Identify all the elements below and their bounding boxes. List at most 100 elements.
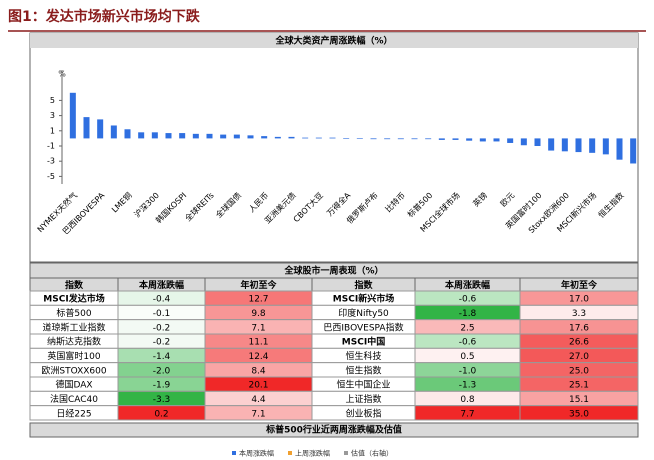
cell-text: 0.8 (460, 395, 475, 405)
bar (329, 137, 336, 139)
cell-text: 创业板指 (345, 407, 381, 419)
cell-text: 7.1 (251, 323, 265, 333)
legend-label: 估值（右轴） (351, 449, 393, 458)
cell-text: -1.4 (153, 352, 171, 362)
bar (589, 138, 596, 153)
bar (165, 133, 172, 139)
cell-text: MSCI新兴市场 (333, 293, 394, 305)
cell-text: 27.0 (569, 352, 589, 362)
header-label: 指数 (65, 279, 84, 291)
y-tick-label: 3 (50, 111, 55, 120)
legend-label: 上周涨跌幅 (295, 449, 330, 458)
x-tick-label: 万得全A (324, 190, 352, 218)
bar (630, 138, 637, 164)
x-tick-label: CBOT大豆 (291, 190, 325, 224)
x-tick-label: 比特币 (383, 190, 407, 214)
bar (343, 138, 350, 139)
bar (274, 136, 281, 139)
cell-text: 25.1 (569, 381, 589, 391)
bar (520, 138, 527, 146)
y-tick-label: 5 (50, 96, 55, 105)
chart-header (30, 33, 638, 48)
cell-text: 25.0 (569, 366, 589, 376)
cell-text: 恒生指数 (345, 364, 381, 376)
bar (138, 132, 145, 139)
legend-swatch (288, 451, 292, 455)
bar (110, 125, 117, 139)
cell-text: 0.5 (460, 352, 474, 362)
cell-text: 8.4 (251, 366, 266, 376)
cell-text: -1.8 (459, 309, 477, 319)
header-label: 指数 (354, 279, 373, 291)
bar (452, 138, 459, 140)
bar (261, 136, 268, 139)
chart-frame (29, 32, 639, 263)
bar (616, 138, 623, 160)
y-tick-label: -1 (47, 142, 55, 151)
bar (192, 133, 199, 139)
figure-title: 图1：发达市场新兴市场均下跌 (8, 8, 201, 25)
cell (519, 405, 639, 421)
bar (384, 138, 391, 140)
legend-swatch (344, 451, 348, 455)
bar (206, 133, 213, 139)
cell-text: 17.6 (569, 323, 589, 333)
cell-text: -2.0 (153, 366, 171, 376)
table-title: 全球股市一周表现（%） (283, 265, 383, 277)
bar (179, 133, 186, 139)
cell-text: -1.9 (153, 381, 171, 391)
cell-text: 3.3 (572, 309, 586, 319)
x-tick-label: 全球国债 (213, 190, 243, 220)
bar (507, 138, 514, 143)
chart-title: 全球大类资产周涨跌幅（%） (274, 35, 392, 47)
cell-text: -1.3 (459, 381, 477, 391)
x-tick-label: 全球REITs (183, 190, 216, 223)
cell-text: 4.4 (251, 395, 266, 405)
cell-text: 上证指数 (345, 393, 381, 405)
footer-title: 标普500行业近两周涨跌幅及估值 (265, 424, 402, 436)
cell-text: -0.2 (153, 338, 171, 348)
bar (302, 137, 309, 139)
bar (548, 138, 555, 151)
cell-text: 11.1 (248, 338, 268, 348)
bar (466, 138, 473, 141)
bar (220, 134, 227, 139)
cell-text: -0.6 (459, 295, 477, 305)
cell-text: 17.0 (569, 295, 589, 305)
cell-text: -0.6 (459, 338, 477, 348)
cell-text: 恒生中国企业 (336, 379, 390, 391)
bar (69, 92, 76, 139)
footer-header (29, 422, 639, 438)
cell-text: -0.1 (153, 309, 171, 319)
bar (411, 138, 418, 140)
bar (397, 138, 404, 140)
x-tick-label: LME铜 (109, 190, 133, 214)
cell-text: 印度Nifty50 (338, 307, 389, 319)
bar (288, 136, 295, 139)
bar (356, 138, 363, 139)
bar (561, 138, 568, 152)
bar (479, 138, 486, 142)
cell-text: 26.6 (569, 338, 589, 348)
cell-text: 9.8 (251, 309, 266, 319)
cell-text: 德国DAX (55, 379, 92, 391)
cell-text: MSCI中国 (342, 336, 385, 348)
cell-text: 法国CAC40 (50, 393, 98, 405)
cell-text: MSCI发达市场 (43, 293, 104, 305)
bar (233, 134, 240, 139)
bar (438, 138, 445, 140)
cell-text: 日经225 (56, 407, 91, 419)
header-label: 年初至今 (561, 279, 598, 291)
bar (124, 129, 131, 139)
bar (534, 138, 541, 146)
cell-text: -1.0 (459, 366, 477, 376)
bar (493, 138, 500, 142)
bar (151, 132, 158, 139)
bar (602, 138, 609, 155)
cell-text: 15.1 (569, 395, 589, 405)
cell-text: 道琼斯工业指数 (42, 321, 105, 333)
y-tick-label: -3 (47, 157, 55, 166)
bar (370, 138, 377, 140)
bar (83, 117, 90, 139)
